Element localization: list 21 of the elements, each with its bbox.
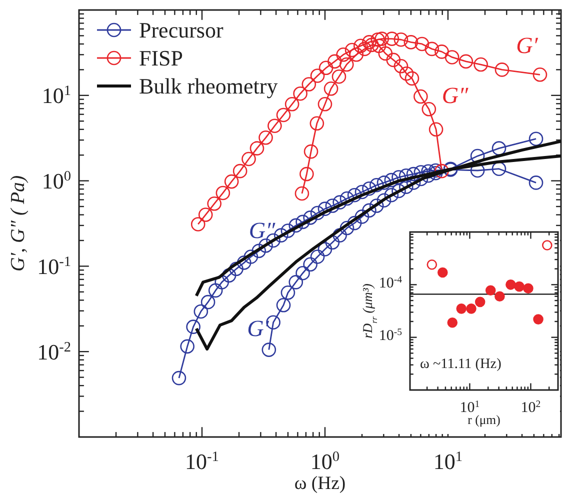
- y-tick-label: 10$^{0}$: [42, 168, 71, 194]
- x-axis-title: ω (Hz): [294, 473, 346, 494]
- y-tick-label: 10$^{-2}$: [37, 339, 71, 364]
- legend-label: Precursor: [139, 17, 224, 42]
- x-tick-label: 10$^{0}$: [310, 448, 340, 474]
- y-axis-title: G′, G″ ( Pa): [7, 175, 29, 272]
- x-tick-label: 10$^{-1}$: [185, 448, 219, 474]
- annotation: G″: [248, 217, 276, 243]
- y-tick-label: 10$^{-4}$: [378, 274, 402, 292]
- y-tick-label: 10$^{-5}$: [378, 326, 402, 344]
- y-tick-label: 10$^{1}$: [42, 83, 71, 108]
- x-tick-label: 10$^{1}$: [433, 448, 463, 474]
- legend-label: FISP: [139, 45, 184, 70]
- annotation: G″: [442, 82, 469, 108]
- x-axis-title: r (μm): [468, 413, 500, 427]
- annotation: ω ~11.11 (Hz): [420, 356, 502, 372]
- annotation: G′: [247, 315, 270, 341]
- annotation: G′: [516, 32, 539, 58]
- x-tick-label: 10$^{2}$: [520, 398, 541, 416]
- y-tick-label: 10$^{-1}$: [37, 254, 71, 279]
- legend-label: Bulk rheometry: [139, 73, 278, 98]
